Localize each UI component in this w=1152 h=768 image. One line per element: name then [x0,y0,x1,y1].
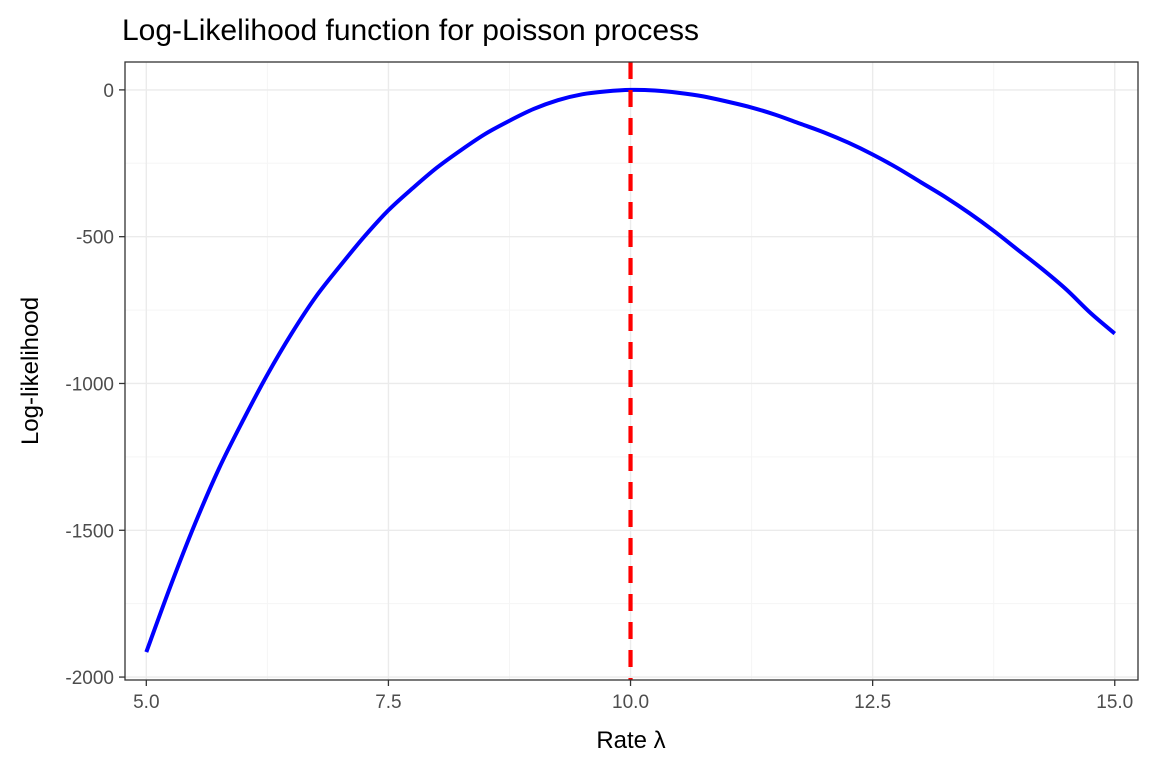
y-axis-ticks: 0 -500 -1000 -1500 -2000 [65,81,125,689]
panel-border [124,61,1139,681]
x-tick-label: 7.5 [375,692,401,713]
y-tick-label: 0 [103,81,114,102]
series-line-0 [144,87,1117,653]
series-layer [144,87,1117,653]
chart-title: Log-Likelihood function for poisson proc… [122,14,699,47]
y-tick-label: -500 [76,228,114,249]
y-tick-label: -2000 [65,668,114,689]
y-tick-label: -1500 [65,521,114,542]
x-axis-title: Rate λ [596,727,665,754]
x-tick-label: 10.0 [612,692,649,713]
x-tick-label: 15.0 [1096,692,1133,713]
y-axis-title: Log-likelihood [17,297,44,445]
x-tick-label: 5.0 [133,692,159,713]
x-tick-label: 12.5 [854,692,891,713]
y-tick-label: -1000 [65,374,114,395]
x-axis-ticks: 5.0 7.5 10.0 12.5 15.0 [133,680,1133,713]
